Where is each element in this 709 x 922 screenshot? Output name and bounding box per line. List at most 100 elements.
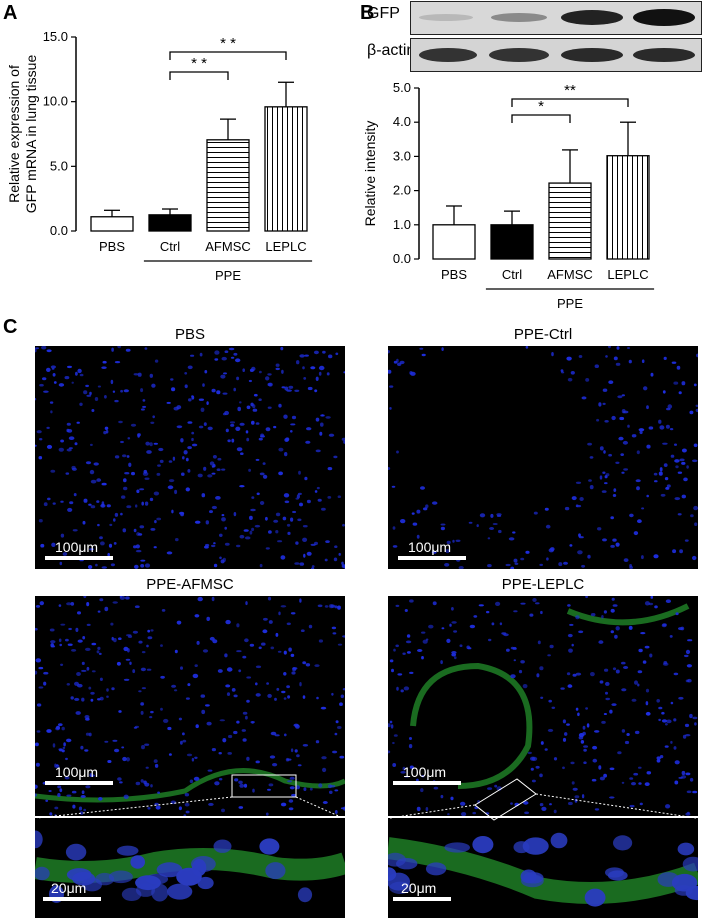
nucleus	[280, 555, 286, 560]
nucleus	[695, 408, 698, 413]
nucleus	[224, 653, 228, 658]
nucleus	[399, 360, 405, 365]
nucleus	[496, 786, 502, 791]
nucleus	[97, 646, 101, 650]
nucleus	[602, 471, 606, 474]
tissue-image	[388, 832, 698, 907]
nucleus	[138, 640, 143, 644]
nucleus	[75, 711, 81, 715]
nucleus	[224, 526, 227, 530]
nucleus	[227, 752, 232, 755]
nucleus	[283, 414, 288, 419]
nucleus	[597, 527, 602, 531]
nucleus	[90, 698, 94, 702]
nucleus	[318, 365, 325, 371]
nucleus	[154, 763, 159, 768]
nucleus	[216, 468, 221, 471]
nucleus	[62, 552, 68, 556]
nucleus	[61, 726, 65, 731]
nucleus	[460, 801, 466, 806]
nucleus	[690, 514, 694, 518]
nucleus	[681, 381, 686, 386]
nucleus	[631, 434, 637, 438]
nucleus	[112, 601, 118, 604]
nucleus	[449, 623, 452, 627]
nucleus	[180, 666, 183, 670]
nucleus	[81, 790, 85, 794]
nucleus	[513, 841, 530, 854]
nucleus	[689, 777, 694, 782]
nucleus	[86, 602, 90, 607]
nucleus	[619, 416, 625, 421]
nucleus	[205, 520, 209, 525]
nucleus	[244, 536, 251, 540]
nucleus	[469, 624, 476, 629]
nucleus	[679, 458, 685, 462]
nucleus	[653, 472, 658, 476]
nucleus	[333, 557, 338, 562]
nucleus	[259, 472, 265, 476]
nucleus	[283, 672, 287, 676]
nucleus	[390, 724, 394, 729]
nucleus	[400, 689, 404, 693]
nucleus	[56, 764, 59, 767]
nucleus	[190, 354, 195, 357]
significance-label: *	[538, 98, 544, 115]
nucleus	[167, 883, 193, 900]
nucleus	[77, 611, 81, 615]
nucleus	[76, 421, 80, 424]
nucleus	[409, 671, 414, 674]
nucleus	[299, 502, 303, 507]
nucleus	[525, 550, 530, 554]
nucleus	[153, 491, 160, 496]
nucleus	[675, 612, 679, 616]
nucleus	[629, 804, 635, 808]
nucleus	[66, 422, 71, 426]
nucleus	[255, 693, 261, 697]
nucleus	[540, 741, 544, 745]
nucleus	[388, 369, 392, 374]
nucleus	[547, 728, 554, 732]
y-tick-label: 3.0	[393, 148, 411, 163]
blot-band	[561, 10, 623, 25]
nucleus	[488, 638, 492, 642]
nucleus	[444, 842, 470, 853]
nucleus	[89, 773, 93, 777]
nucleus	[109, 523, 113, 527]
nucleus	[203, 422, 207, 426]
nucleus	[599, 475, 603, 480]
nucleus	[564, 506, 570, 511]
nucleus	[613, 488, 617, 492]
nucleus	[299, 354, 305, 358]
nucleus	[85, 732, 90, 736]
nucleus	[137, 434, 140, 438]
nucleus	[440, 526, 445, 531]
nucleus	[405, 640, 412, 644]
nucleus	[226, 667, 233, 672]
nucleus	[684, 539, 689, 542]
nucleus	[314, 389, 318, 393]
nucleus	[72, 529, 78, 532]
nucleus	[440, 523, 446, 526]
nucleus	[283, 697, 287, 700]
nucleus	[250, 402, 254, 407]
tissue-image	[388, 596, 698, 816]
nucleus	[393, 648, 396, 652]
nucleus	[140, 408, 145, 411]
nucleus	[122, 756, 127, 762]
nucleus	[314, 541, 318, 546]
nucleus	[52, 502, 56, 505]
nucleus	[86, 623, 91, 626]
nucleus	[567, 633, 573, 638]
nucleus	[194, 520, 201, 524]
nucleus	[149, 716, 153, 719]
nucleus	[579, 497, 584, 501]
nucleus	[585, 596, 588, 599]
nucleus	[671, 873, 698, 892]
nucleus	[602, 402, 606, 405]
nucleus	[171, 509, 174, 514]
nucleus	[197, 473, 203, 478]
nucleus	[199, 352, 203, 357]
scale-bar: 100μm	[45, 539, 113, 560]
nucleus	[201, 709, 206, 715]
